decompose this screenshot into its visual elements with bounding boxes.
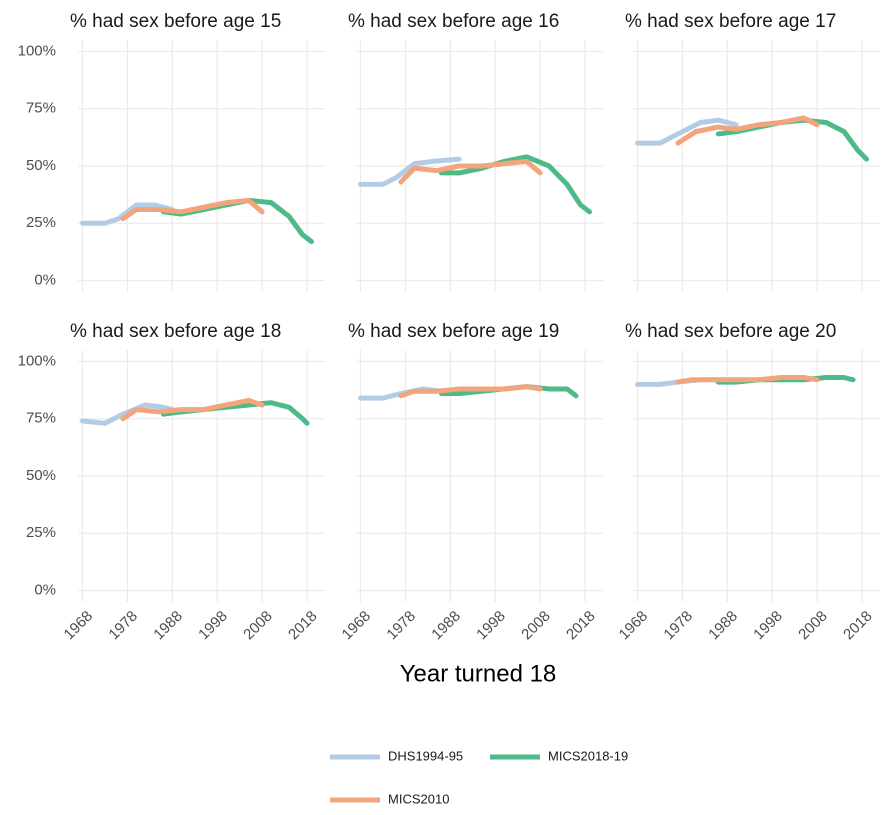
panel-title: % had sex before age 17	[625, 11, 836, 32]
y-tick-label: 0%	[34, 272, 56, 289]
panel-plot	[357, 384, 579, 401]
x-tick-label: 2018	[563, 608, 599, 644]
panel-plot	[357, 154, 593, 215]
y-tick-label: 75%	[26, 100, 56, 117]
x-axis-title: Year turned 18	[400, 660, 557, 687]
panel-plot	[79, 397, 310, 426]
y-tick-label: 50%	[26, 467, 56, 484]
x-tick-label: 1998	[473, 608, 509, 644]
series-line	[675, 374, 820, 385]
y-tick-label: 25%	[26, 214, 56, 231]
panel-title: % had sex before age 19	[348, 321, 559, 342]
x-tick-label: 1968	[339, 608, 375, 644]
x-tick-label: 2018	[285, 608, 321, 644]
x-tick-label: 1978	[105, 608, 141, 644]
panel-title: % had sex before age 18	[70, 321, 281, 342]
panel-plot	[634, 374, 856, 387]
x-tick-label: 1998	[195, 608, 231, 644]
panel-title: % had sex before age 20	[625, 321, 836, 342]
panel-plot	[634, 115, 870, 162]
x-tick-label: 1988	[150, 608, 186, 644]
series-line	[79, 202, 175, 226]
x-tick-label: 2008	[240, 608, 276, 644]
series-line	[398, 384, 543, 399]
series-line	[160, 197, 315, 245]
x-tick-label: 1978	[383, 608, 419, 644]
x-tick-label: 2018	[840, 608, 876, 644]
panel-title: % had sex before age 15	[70, 11, 281, 32]
x-tick-label: 1968	[61, 608, 97, 644]
series-line	[357, 156, 462, 187]
y-tick-label: 25%	[26, 524, 56, 541]
legend-label: MICS2018-19	[548, 748, 628, 763]
x-tick-label: 2008	[795, 608, 831, 644]
series-line	[675, 115, 820, 146]
x-tick-label: 2008	[518, 608, 554, 644]
x-tick-label: 1988	[705, 608, 741, 644]
x-tick-label: 1968	[616, 608, 652, 644]
y-tick-label: 100%	[18, 352, 56, 369]
series-line	[634, 117, 739, 146]
series-line	[160, 400, 310, 426]
series-line	[120, 197, 265, 222]
x-tick-label: 1978	[660, 608, 696, 644]
y-tick-label: 0%	[34, 582, 56, 599]
series-line	[438, 154, 593, 215]
series-line	[120, 397, 265, 422]
panel-plot	[79, 197, 315, 245]
panel-title: % had sex before age 16	[348, 11, 559, 32]
y-tick-label: 100%	[18, 42, 56, 59]
y-tick-label: 75%	[26, 410, 56, 427]
series-line	[398, 158, 543, 185]
x-tick-label: 1988	[428, 608, 464, 644]
y-tick-label: 50%	[26, 157, 56, 174]
legend-label: DHS1994-95	[388, 748, 463, 763]
x-tick-label: 1998	[750, 608, 786, 644]
legend-label: MICS2010	[388, 791, 449, 806]
